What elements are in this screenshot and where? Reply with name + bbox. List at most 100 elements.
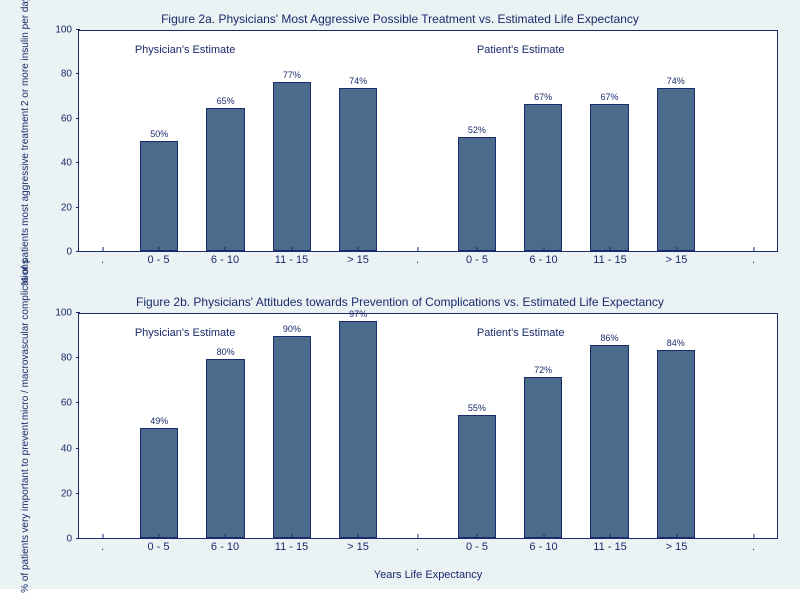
xtick-dot: .	[416, 541, 419, 553]
ytick-label: 20	[61, 488, 72, 499]
group-label-patient: Patient's Estimate	[477, 44, 565, 56]
panel-a: Figure 2a. Physicians' Most Aggressive P…	[8, 8, 792, 276]
xtick-mark	[676, 534, 677, 538]
xtick-mark	[358, 534, 359, 538]
xtick-label: 6 - 10	[211, 541, 239, 553]
xtick-mark	[225, 247, 226, 251]
xtick-mark	[291, 247, 292, 251]
xtick-label: 0 - 5	[147, 541, 169, 553]
xtick-label: 6 - 10	[529, 541, 557, 553]
bar	[524, 377, 562, 538]
panel-a-ylabel: 2 or more insulin per day most aggressiv…	[8, 30, 42, 252]
bar-value-label: 77%	[283, 70, 301, 80]
xtick-label: 0 - 5	[466, 541, 488, 553]
xtick-mark	[291, 534, 292, 538]
xtick-mark	[417, 534, 418, 538]
xtick-mark	[102, 534, 103, 538]
ytick-label: 80	[61, 69, 72, 80]
xtick-label: 0 - 5	[466, 254, 488, 266]
bar-value-label: 86%	[600, 333, 618, 343]
xtick-dot: .	[752, 254, 755, 266]
xtick-label: > 15	[666, 541, 688, 553]
xtick-label: 11 - 15	[593, 254, 626, 266]
panel-b: Figure 2b. Physicians' Attitudes towards…	[8, 291, 792, 581]
panel-b-plot: Physician's Estimate Patient's Estimate …	[78, 313, 778, 539]
xtick-mark	[543, 534, 544, 538]
bar-value-label: 67%	[534, 92, 552, 102]
bar	[273, 82, 311, 251]
bar	[524, 104, 562, 251]
xtick-mark	[543, 247, 544, 251]
ylabel-text: most aggressive treatment	[20, 108, 31, 226]
bar	[206, 359, 244, 538]
ytick-label: 40	[61, 443, 72, 454]
bar	[657, 88, 695, 251]
xtick-label: > 15	[347, 541, 369, 553]
bar	[590, 345, 628, 538]
xtick-label: 6 - 10	[529, 254, 557, 266]
xtick-mark	[102, 247, 103, 251]
group-label-patient: Patient's Estimate	[477, 327, 565, 339]
bar-value-label: 55%	[468, 403, 486, 413]
ytick-label: 100	[55, 25, 72, 36]
bar-value-label: 97%	[349, 309, 367, 319]
bar	[273, 336, 311, 538]
ylabel-text: very important to prevent	[20, 422, 31, 533]
xtick-label: > 15	[347, 254, 369, 266]
xtick-dot: .	[101, 541, 104, 553]
xtick-mark	[477, 247, 478, 251]
ylabel-text: micro / macrovascular complications	[20, 259, 31, 420]
xtick-mark	[753, 534, 754, 538]
xtick-label: 11 - 15	[593, 541, 626, 553]
bar-value-label: 84%	[667, 338, 685, 348]
ytick-label: 40	[61, 158, 72, 169]
ytick-label: 100	[55, 308, 72, 319]
panel-b-title: Figure 2b. Physicians' Attitudes towards…	[8, 291, 792, 311]
bar	[339, 321, 377, 538]
group-label-physician: Physician's Estimate	[135, 44, 236, 56]
figure-container: Figure 2a. Physicians' Most Aggressive P…	[0, 0, 800, 589]
bar-value-label: 74%	[667, 76, 685, 86]
ytick-label: 0	[66, 534, 72, 545]
bar-value-label: 90%	[283, 324, 301, 334]
ytick-label: 60	[61, 113, 72, 124]
xtick-mark	[158, 247, 159, 251]
ytick-label: 0	[66, 247, 72, 258]
bar	[458, 415, 496, 538]
xtick-mark	[753, 247, 754, 251]
panel-b-xticks: ...0 - 56 - 1011 - 15> 150 - 56 - 1011 -…	[78, 539, 778, 563]
xtick-dot: .	[101, 254, 104, 266]
bar-value-label: 80%	[217, 347, 235, 357]
xtick-mark	[610, 534, 611, 538]
xtick-label: > 15	[666, 254, 688, 266]
panel-a-xticks: ...0 - 56 - 1011 - 15> 150 - 56 - 1011 -…	[78, 252, 778, 276]
xtick-label: 0 - 5	[147, 254, 169, 266]
xtick-mark	[358, 247, 359, 251]
x-axis-label: Years Life Expectancy	[78, 569, 778, 581]
panel-gap	[8, 276, 792, 291]
xtick-dot: .	[752, 541, 755, 553]
bar-value-label: 52%	[468, 125, 486, 135]
bar-value-label: 65%	[217, 96, 235, 106]
bar	[458, 137, 496, 251]
ytick-label: 60	[61, 398, 72, 409]
xtick-mark	[417, 247, 418, 251]
xtick-mark	[158, 534, 159, 538]
panel-b-ylabel: micro / macrovascular complications very…	[8, 313, 42, 539]
bar	[140, 141, 178, 251]
panel-a-title: Figure 2a. Physicians' Most Aggressive P…	[8, 8, 792, 28]
xtick-dot: .	[416, 254, 419, 266]
bar	[657, 350, 695, 538]
xtick-label: 11 - 15	[275, 254, 308, 266]
xtick-mark	[610, 247, 611, 251]
xtick-mark	[676, 247, 677, 251]
panel-a-yticks: 020406080100	[42, 30, 76, 252]
bar-value-label: 50%	[150, 129, 168, 139]
bar	[206, 108, 244, 251]
group-label-physician: Physician's Estimate	[135, 327, 236, 339]
bar-value-label: 74%	[349, 76, 367, 86]
bar	[590, 104, 628, 251]
bar	[339, 88, 377, 251]
bar-value-label: 67%	[600, 92, 618, 102]
bar-value-label: 49%	[150, 416, 168, 426]
